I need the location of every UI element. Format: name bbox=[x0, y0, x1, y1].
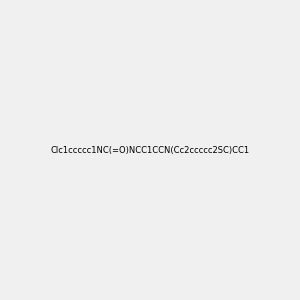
Text: Clc1ccccc1NC(=O)NCC1CCN(Cc2ccccc2SC)CC1: Clc1ccccc1NC(=O)NCC1CCN(Cc2ccccc2SC)CC1 bbox=[50, 146, 250, 154]
